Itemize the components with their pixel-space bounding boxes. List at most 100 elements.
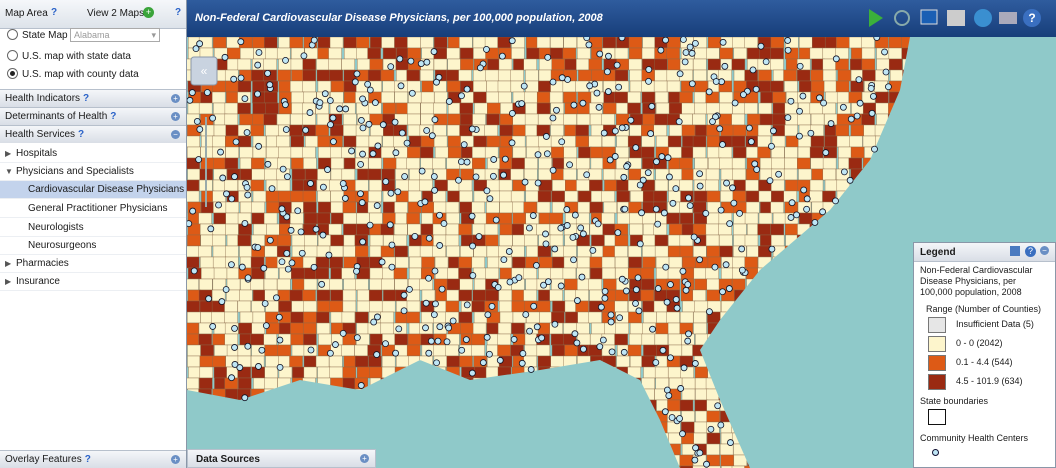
health-center[interactable] bbox=[800, 186, 808, 194]
health-center[interactable] bbox=[223, 190, 230, 198]
health-center[interactable] bbox=[209, 114, 217, 122]
health-center[interactable] bbox=[680, 364, 688, 372]
health-center[interactable] bbox=[551, 245, 559, 253]
health-center[interactable] bbox=[396, 55, 404, 63]
health-center[interactable] bbox=[521, 178, 529, 186]
health-center[interactable] bbox=[434, 337, 442, 345]
health-center[interactable] bbox=[712, 113, 719, 121]
health-center[interactable] bbox=[327, 121, 334, 129]
health-center[interactable] bbox=[820, 99, 827, 107]
health-center[interactable] bbox=[460, 141, 468, 149]
health-center[interactable] bbox=[714, 402, 722, 410]
health-center[interactable] bbox=[846, 176, 854, 184]
health-center[interactable] bbox=[392, 149, 400, 157]
health-center[interactable] bbox=[599, 336, 607, 344]
radio[interactable] bbox=[7, 50, 18, 61]
health-center[interactable] bbox=[676, 415, 683, 422]
health-center[interactable] bbox=[621, 205, 629, 213]
health-center[interactable] bbox=[387, 189, 395, 197]
health-center[interactable] bbox=[217, 148, 224, 156]
health-center[interactable] bbox=[811, 219, 819, 226]
health-center[interactable] bbox=[661, 408, 669, 416]
health-center[interactable] bbox=[287, 226, 295, 234]
health-center[interactable] bbox=[676, 70, 684, 78]
health-center[interactable] bbox=[300, 52, 308, 60]
health-center[interactable] bbox=[462, 336, 470, 343]
health-center[interactable] bbox=[278, 205, 286, 213]
health-center[interactable] bbox=[580, 345, 587, 353]
health-center[interactable] bbox=[542, 240, 550, 248]
health-center[interactable] bbox=[508, 37, 516, 45]
health-center[interactable] bbox=[203, 89, 211, 96]
health-center[interactable] bbox=[281, 101, 289, 109]
health-center[interactable] bbox=[371, 99, 379, 107]
health-center[interactable] bbox=[819, 208, 826, 216]
health-center[interactable] bbox=[483, 45, 490, 53]
health-center[interactable] bbox=[768, 142, 775, 150]
health-center[interactable] bbox=[430, 173, 438, 180]
health-center[interactable] bbox=[668, 414, 676, 421]
health-center[interactable] bbox=[339, 180, 347, 187]
health-center[interactable] bbox=[649, 325, 656, 333]
health-center[interactable] bbox=[310, 263, 318, 271]
health-center[interactable] bbox=[254, 90, 261, 98]
health-center[interactable] bbox=[510, 335, 518, 343]
health-center[interactable] bbox=[498, 52, 506, 60]
health-center[interactable] bbox=[634, 274, 642, 282]
health-center[interactable] bbox=[231, 325, 238, 332]
health-center[interactable] bbox=[421, 198, 429, 206]
health-center[interactable] bbox=[549, 114, 557, 122]
health-center[interactable] bbox=[570, 101, 578, 109]
health-center[interactable] bbox=[244, 274, 252, 282]
health-center[interactable] bbox=[282, 126, 290, 133]
health-center[interactable] bbox=[557, 224, 565, 232]
health-center[interactable] bbox=[218, 298, 226, 305]
health-center[interactable] bbox=[468, 125, 476, 133]
health-center[interactable] bbox=[703, 460, 710, 468]
health-center[interactable] bbox=[613, 61, 621, 69]
health-center[interactable] bbox=[855, 76, 863, 84]
health-center[interactable] bbox=[357, 160, 365, 168]
health-center[interactable] bbox=[856, 99, 864, 107]
health-center[interactable] bbox=[533, 323, 541, 331]
health-center[interactable] bbox=[716, 125, 724, 133]
health-center[interactable] bbox=[705, 88, 713, 96]
health-center[interactable] bbox=[686, 43, 694, 51]
health-center[interactable] bbox=[740, 91, 747, 99]
health-center[interactable] bbox=[551, 320, 559, 328]
health-center[interactable] bbox=[730, 199, 738, 207]
health-center[interactable] bbox=[357, 190, 364, 198]
health-center[interactable] bbox=[382, 178, 390, 186]
health-center[interactable] bbox=[261, 300, 269, 307]
health-center[interactable] bbox=[431, 116, 439, 124]
health-center[interactable] bbox=[604, 88, 612, 95]
health-center[interactable] bbox=[691, 456, 699, 464]
chart-icon[interactable] bbox=[1010, 246, 1020, 256]
health-center[interactable] bbox=[520, 82, 528, 90]
health-center[interactable] bbox=[310, 37, 318, 44]
health-center[interactable] bbox=[540, 281, 547, 289]
health-center[interactable] bbox=[738, 245, 746, 253]
tree-item[interactable]: Neurosurgeons bbox=[0, 237, 186, 255]
health-center[interactable] bbox=[614, 229, 622, 237]
health-center[interactable] bbox=[492, 216, 500, 224]
health-center[interactable] bbox=[205, 295, 213, 303]
health-center[interactable] bbox=[484, 311, 492, 319]
health-center[interactable] bbox=[726, 220, 734, 227]
health-center[interactable] bbox=[544, 278, 552, 286]
health-center[interactable] bbox=[796, 62, 804, 70]
health-center[interactable] bbox=[207, 225, 215, 233]
help-icon[interactable]: ? bbox=[51, 7, 58, 18]
health-center[interactable] bbox=[373, 351, 381, 358]
health-center[interactable] bbox=[445, 98, 453, 105]
health-center[interactable] bbox=[885, 83, 892, 91]
health-center[interactable] bbox=[407, 57, 415, 65]
health-center[interactable] bbox=[719, 38, 727, 46]
health-center[interactable] bbox=[579, 230, 587, 238]
health-center[interactable] bbox=[696, 182, 704, 190]
health-center[interactable] bbox=[408, 89, 416, 97]
health-center[interactable] bbox=[463, 85, 471, 93]
health-center[interactable] bbox=[717, 421, 725, 429]
health-center[interactable] bbox=[468, 212, 476, 220]
health-center[interactable] bbox=[749, 66, 757, 74]
